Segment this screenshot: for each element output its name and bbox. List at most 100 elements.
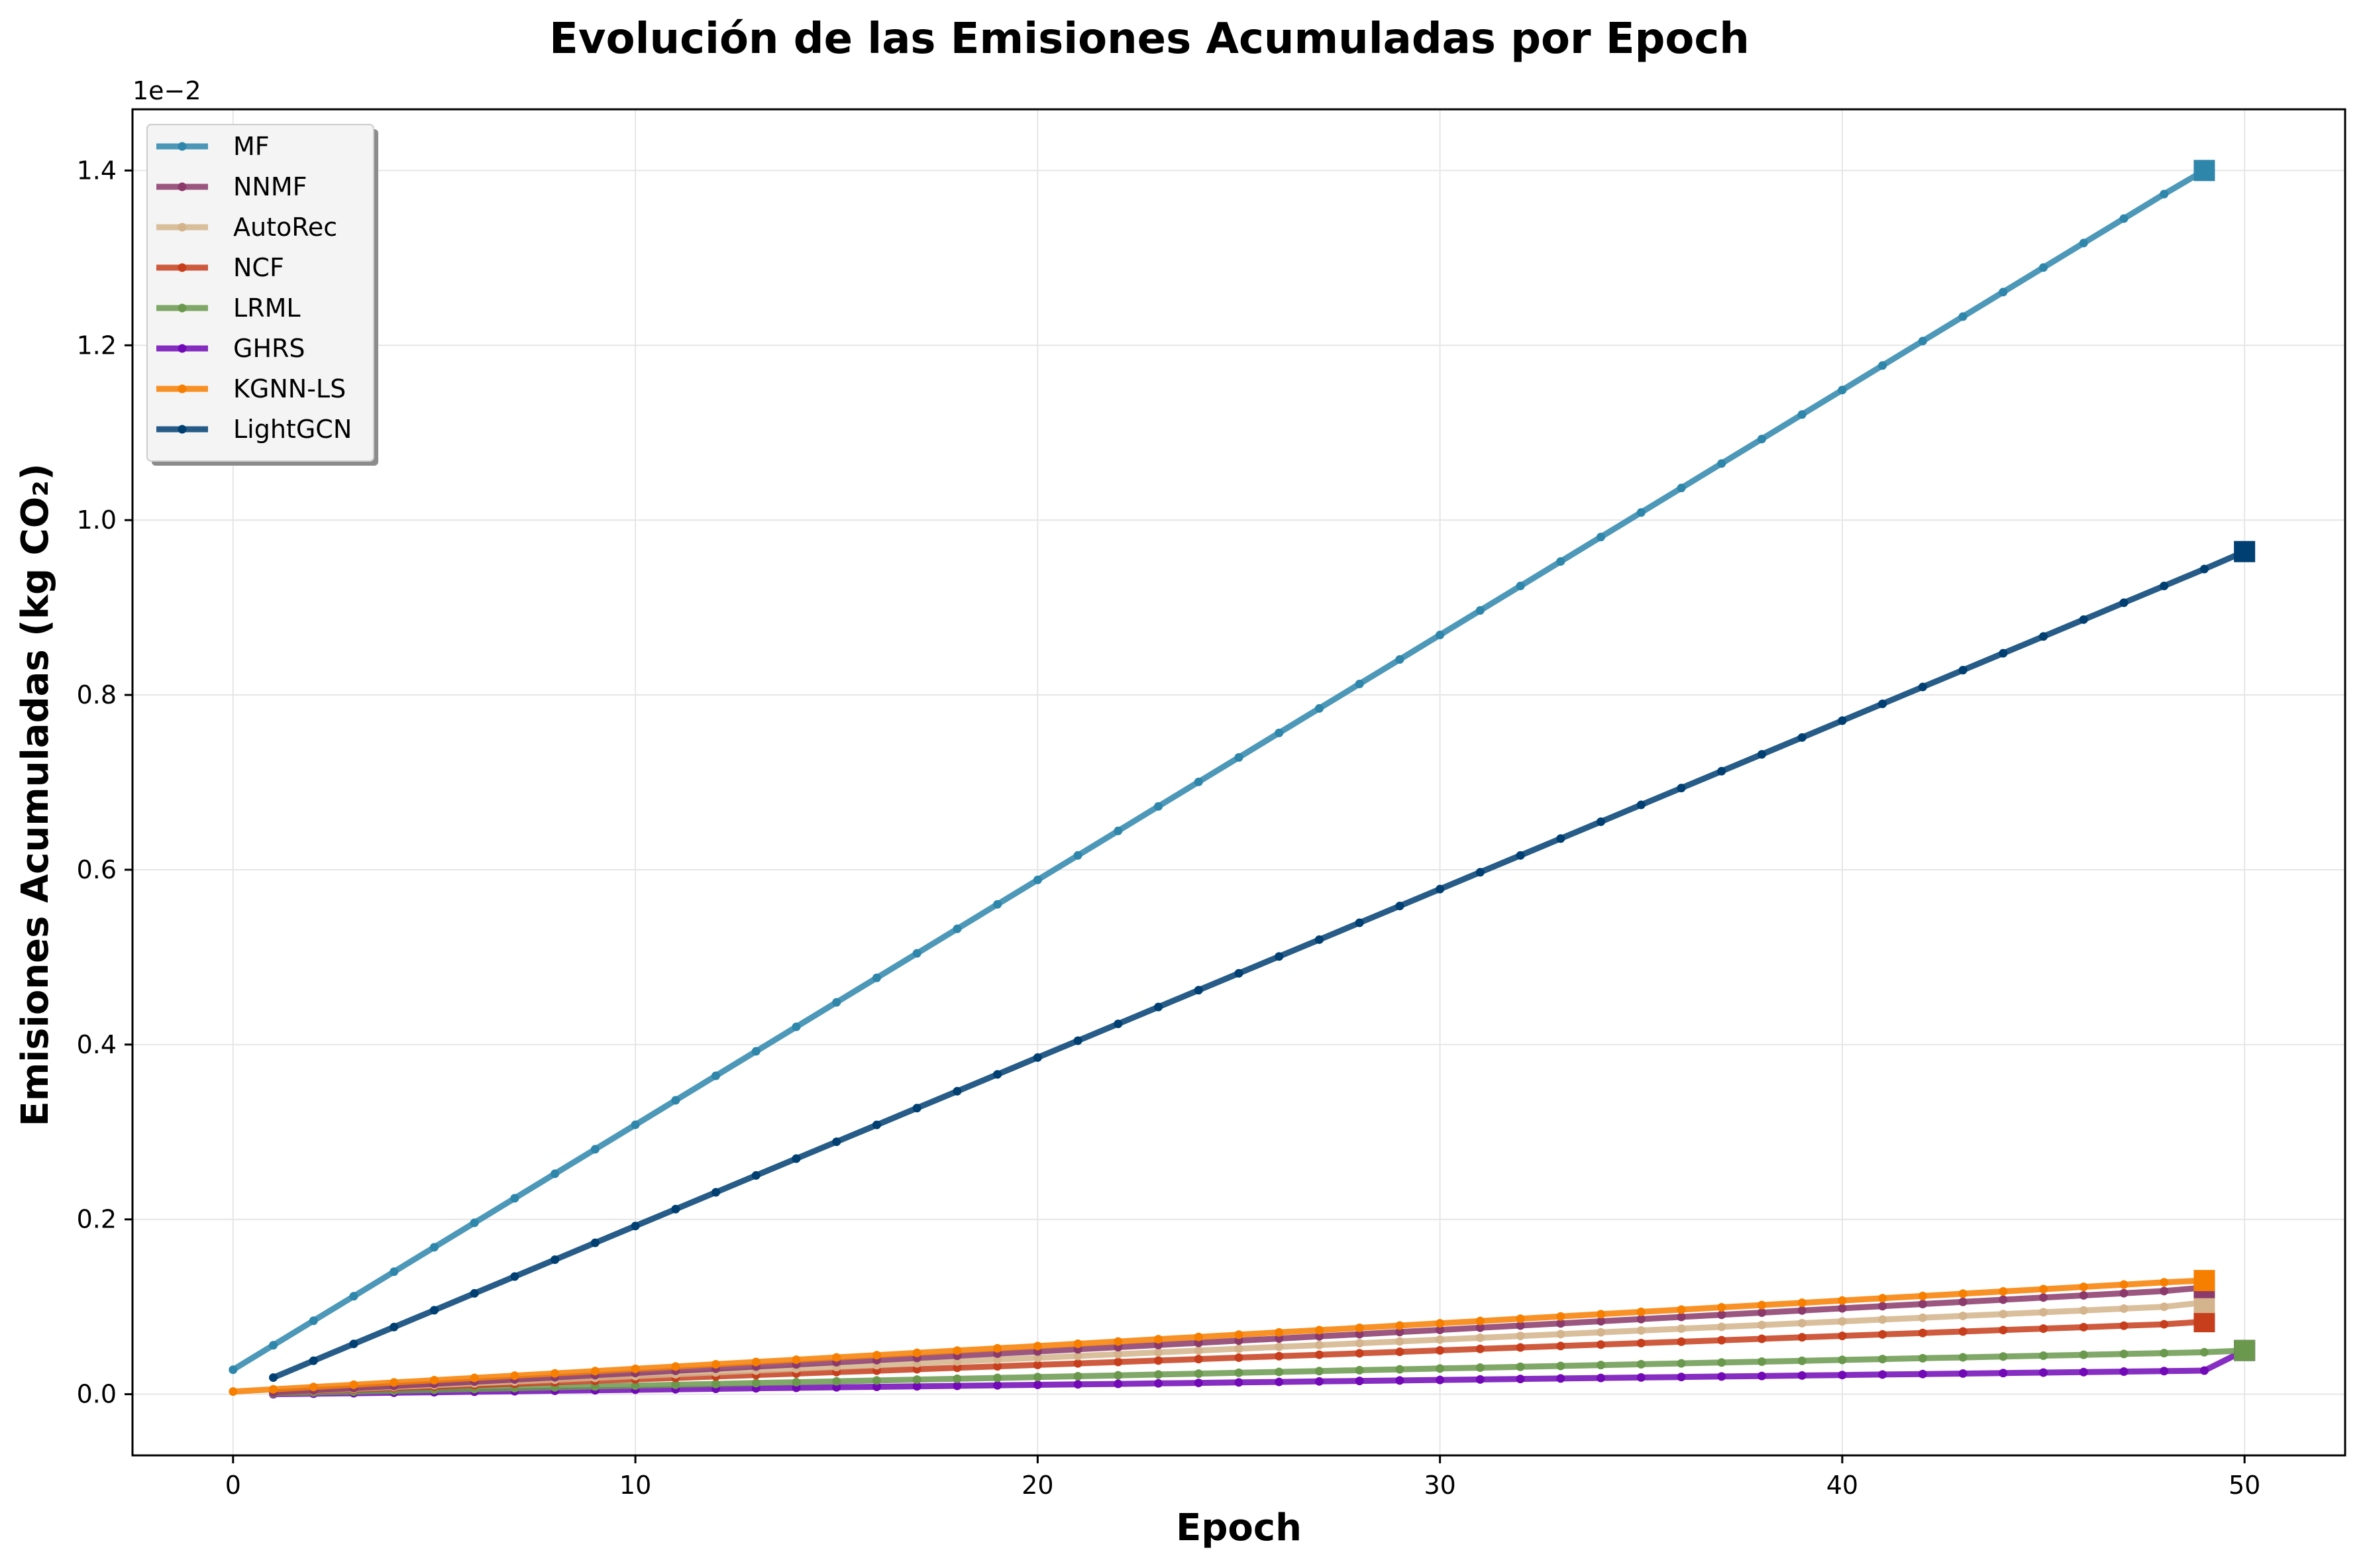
data-point bbox=[2079, 1322, 2088, 1332]
data-point bbox=[1958, 1369, 1968, 1378]
data-point bbox=[832, 1353, 841, 1362]
data-point bbox=[751, 1379, 761, 1388]
data-point bbox=[269, 1341, 278, 1350]
legend-item-autorec[interactable]: AutoRec bbox=[156, 213, 337, 242]
data-point bbox=[1516, 582, 1525, 591]
final-value-marker bbox=[2193, 1311, 2215, 1333]
data-point bbox=[2079, 1350, 2088, 1359]
data-point bbox=[1636, 1326, 1646, 1335]
data-point bbox=[912, 1365, 921, 1374]
data-point bbox=[1234, 1330, 1243, 1339]
data-point bbox=[1275, 1328, 1284, 1337]
data-point bbox=[953, 1346, 962, 1355]
data-point bbox=[912, 1375, 921, 1385]
data-point bbox=[429, 1243, 439, 1252]
data-point bbox=[1355, 1377, 1364, 1386]
legend-item-lightgcn[interactable]: LightGCN bbox=[156, 415, 352, 444]
data-point bbox=[2160, 1320, 2169, 1329]
data-point bbox=[993, 1373, 1002, 1383]
data-point bbox=[1677, 1312, 1686, 1322]
data-point bbox=[1556, 1330, 1565, 1339]
data-point bbox=[2079, 1367, 2088, 1377]
legend-marker-swatch bbox=[178, 384, 187, 393]
data-point bbox=[1838, 1304, 1847, 1313]
y-tick-label: 1.0 bbox=[77, 505, 117, 535]
data-point bbox=[1838, 716, 1847, 725]
data-point bbox=[1999, 1326, 2008, 1335]
data-point bbox=[1878, 699, 1887, 708]
data-point bbox=[510, 1371, 519, 1381]
data-point bbox=[1677, 1373, 1686, 1382]
data-point bbox=[1314, 1340, 1324, 1349]
series-line bbox=[273, 1347, 2245, 1396]
data-point bbox=[1636, 1339, 1646, 1348]
data-point bbox=[1033, 1053, 1042, 1062]
data-point bbox=[1314, 1350, 1324, 1359]
data-point bbox=[953, 1374, 962, 1383]
data-point bbox=[1114, 1357, 1123, 1367]
data-point bbox=[1677, 1324, 1686, 1333]
data-point bbox=[792, 1154, 801, 1163]
y-tick-label: 1.4 bbox=[77, 156, 117, 185]
legend-item-ncf[interactable]: NCF bbox=[156, 253, 284, 282]
data-point bbox=[1314, 935, 1324, 944]
data-point bbox=[1154, 1370, 1163, 1379]
data-point bbox=[229, 1387, 238, 1396]
data-point bbox=[1717, 1303, 1726, 1312]
data-point bbox=[792, 1355, 801, 1365]
data-point bbox=[470, 1373, 479, 1383]
legend-item-mf[interactable]: MF bbox=[156, 132, 270, 161]
data-point bbox=[1395, 1347, 1404, 1357]
data-point bbox=[1114, 826, 1123, 835]
data-point bbox=[1556, 557, 1565, 566]
data-point bbox=[1757, 435, 1766, 444]
final-value-marker bbox=[2193, 160, 2215, 182]
data-point bbox=[2160, 1278, 2169, 1287]
data-point bbox=[1999, 1286, 2008, 1296]
data-point bbox=[1636, 1307, 1646, 1316]
data-point bbox=[2199, 564, 2209, 574]
data-point bbox=[872, 1351, 881, 1360]
data-point bbox=[1194, 777, 1203, 786]
data-point bbox=[953, 924, 962, 933]
data-point bbox=[1878, 1315, 1887, 1324]
data-point bbox=[1999, 287, 2008, 297]
data-point bbox=[1636, 1359, 1646, 1369]
data-point bbox=[1194, 1346, 1203, 1355]
data-point bbox=[1073, 1036, 1082, 1045]
data-point bbox=[1033, 1360, 1042, 1369]
legend-item-kgnn-ls[interactable]: KGNN-LS bbox=[156, 374, 346, 403]
data-point bbox=[1597, 1373, 1606, 1383]
data-point bbox=[1797, 1298, 1807, 1308]
data-point bbox=[1516, 1343, 1525, 1352]
data-point bbox=[1878, 1330, 1887, 1339]
legend-label: GHRS bbox=[233, 334, 305, 363]
data-point bbox=[1597, 817, 1606, 826]
data-point bbox=[590, 1238, 600, 1247]
data-point bbox=[2079, 238, 2088, 248]
data-point bbox=[1918, 1299, 1927, 1308]
data-point bbox=[832, 1137, 841, 1147]
data-point bbox=[2039, 1308, 2048, 1317]
legend-item-nnmf[interactable]: NNMF bbox=[156, 172, 307, 201]
data-point bbox=[1918, 1353, 1927, 1363]
data-point bbox=[1757, 1371, 1766, 1381]
legend-item-lrml[interactable]: LRML bbox=[156, 293, 301, 323]
data-point bbox=[1717, 459, 1726, 468]
data-point bbox=[1958, 1353, 1968, 1362]
data-point bbox=[1234, 1353, 1243, 1362]
data-point bbox=[1999, 1352, 2008, 1361]
data-point bbox=[912, 1104, 921, 1113]
data-point bbox=[1355, 1339, 1364, 1348]
data-point bbox=[1275, 1334, 1284, 1343]
data-point bbox=[1556, 1341, 1565, 1351]
data-point bbox=[309, 1356, 318, 1365]
data-point bbox=[1475, 868, 1485, 877]
legend-item-ghrs[interactable]: GHRS bbox=[156, 334, 305, 363]
data-point bbox=[1757, 1334, 1766, 1343]
x-tick-label: 50 bbox=[2229, 1471, 2260, 1500]
data-point bbox=[551, 1255, 560, 1265]
data-point bbox=[1475, 1316, 1485, 1326]
legend[interactable]: MF NNMF AutoRec NCF LRML GHRS KGNN-LS LightGCN bbox=[146, 124, 378, 466]
data-point bbox=[993, 1362, 1002, 1371]
